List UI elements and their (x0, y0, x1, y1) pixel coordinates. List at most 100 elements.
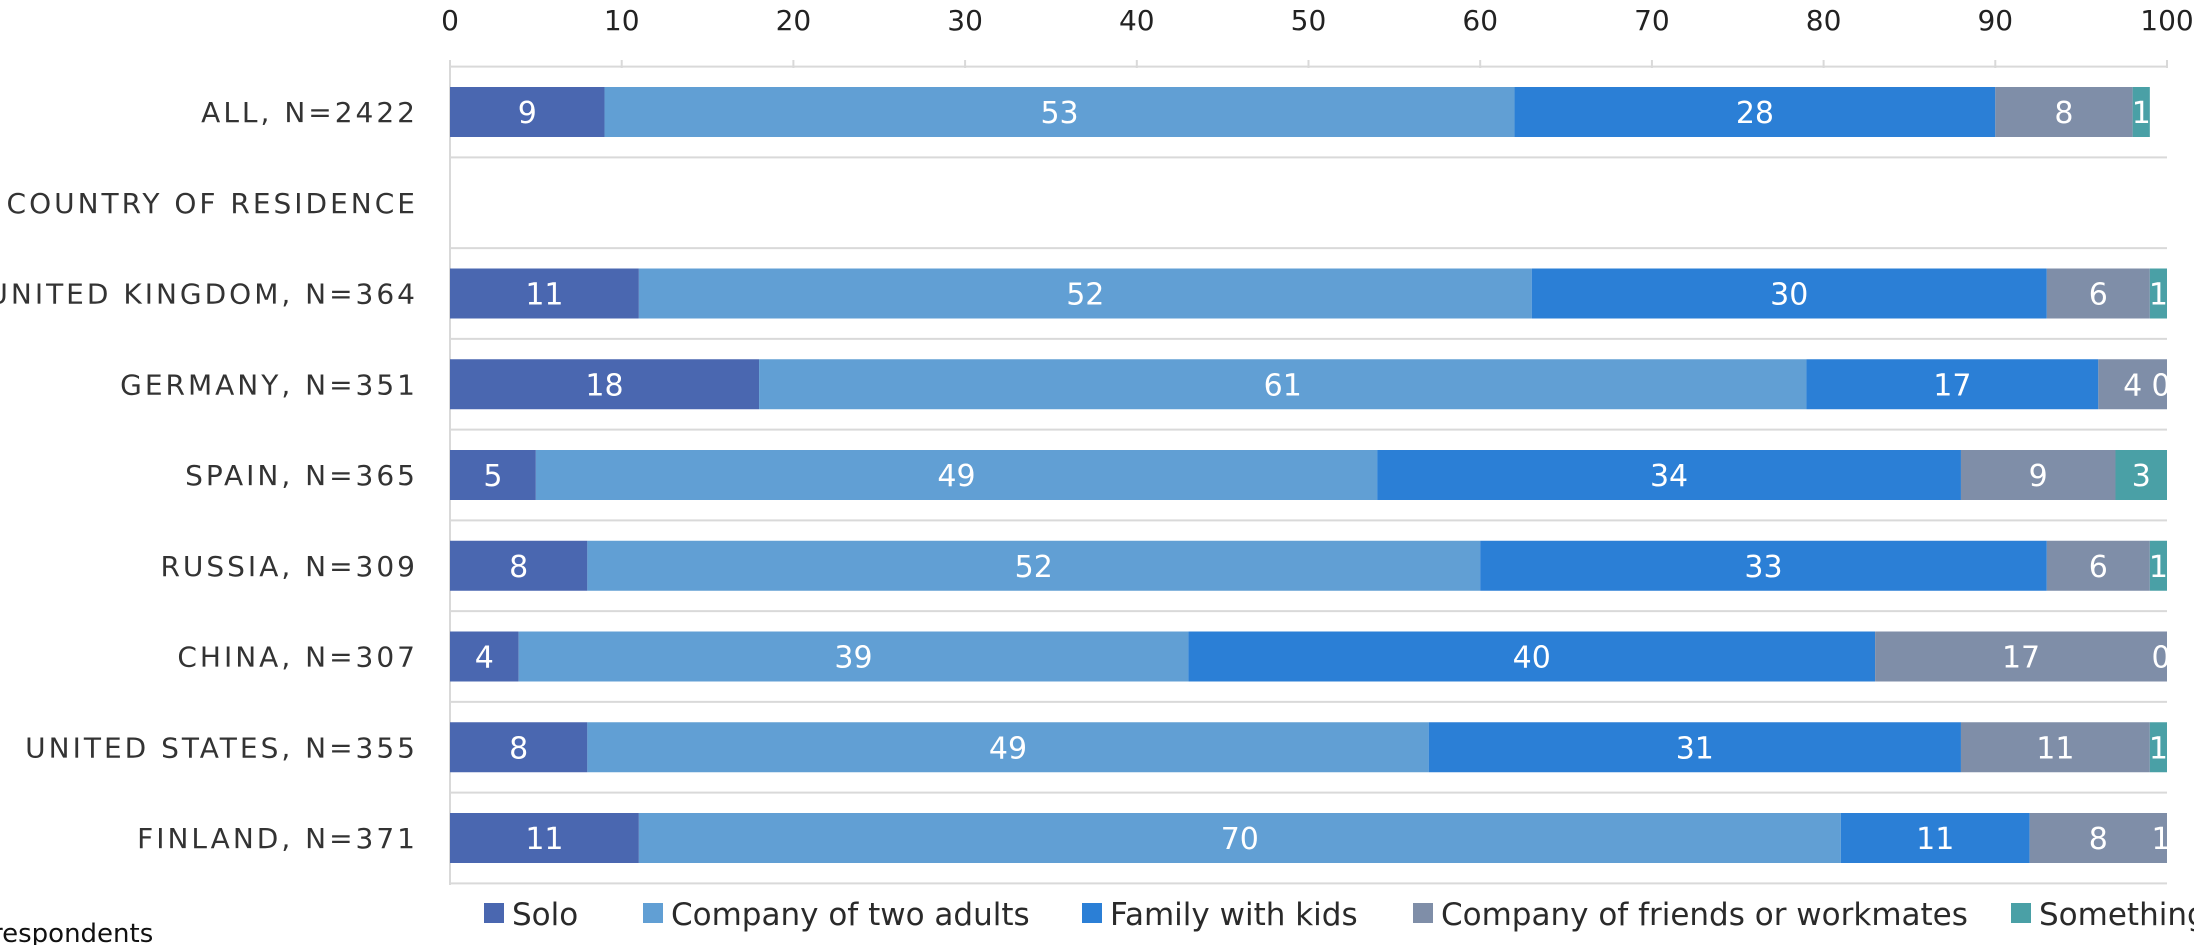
legend-label: Something (2039, 897, 2194, 933)
data-label: 6 (2089, 550, 2108, 585)
bar-segment (1531, 268, 2047, 319)
data-label: 8 (2089, 822, 2108, 857)
data-label: 1 (2149, 550, 2168, 585)
x-tick-label: 40 (1119, 4, 1155, 37)
data-label: 6 (2089, 278, 2108, 313)
data-label: 1 (2149, 731, 2168, 766)
data-label: 11 (525, 822, 563, 857)
data-label: 1 (2149, 278, 2168, 313)
data-label: 11 (1916, 822, 1954, 857)
bar-segment (450, 359, 760, 410)
data-label: 70 (1221, 822, 1259, 857)
data-label: 9 (2029, 459, 2048, 494)
bar-segment (2046, 268, 2150, 319)
data-label: 49 (937, 459, 975, 494)
data-label: 39 (834, 641, 872, 676)
bar-segment (2149, 722, 2167, 773)
x-axis: 0 10 20 30 40 50 60 70 80 90 100 (441, 4, 2194, 68)
data-label: 8 (509, 731, 528, 766)
data-label: 17 (2002, 641, 2040, 676)
bar-segment (450, 540, 588, 591)
bar-segment (2115, 450, 2167, 500)
data-label: 8 (2054, 96, 2073, 131)
legend-swatch (643, 903, 663, 923)
category-label: FINLAND, N=371 (137, 822, 418, 855)
bar-segment (2132, 87, 2150, 137)
data-label: 31 (1676, 731, 1714, 766)
legend-label: Company of friends or workmates (1441, 897, 1968, 933)
legend-item: Something (2011, 897, 2194, 933)
category-label: ALL, N=2422 (201, 96, 418, 129)
data-label: 52 (1066, 278, 1104, 313)
bar-segment (1188, 631, 1876, 682)
x-tick-label: 80 (1806, 4, 1842, 37)
bar-segment (450, 813, 639, 863)
data-label: 17 (1933, 368, 1971, 403)
bar-segment (2046, 540, 2150, 591)
footnote: respondents (0, 919, 153, 945)
data-label: 0 (2151, 641, 2170, 676)
legend-item: Solo (484, 897, 578, 933)
data-label: 40 (1513, 641, 1551, 676)
data-label: 1 (2151, 822, 2170, 857)
bar-segment (535, 450, 1378, 500)
bar-segment (450, 268, 639, 319)
legend-swatch (1413, 903, 1433, 923)
x-tick-label: 10 (604, 4, 640, 37)
legend-label: Company of two adults (671, 897, 1030, 933)
category-label: UNITED STATES, N=355 (25, 731, 418, 764)
legend-label: Solo (512, 897, 578, 933)
category-label: COUNTRY OF RESIDENCE (7, 187, 418, 220)
bar-segment (1480, 540, 2047, 591)
data-label: 4 (2123, 368, 2142, 403)
legend-swatch (2011, 903, 2031, 923)
bar-segment (1960, 450, 2116, 500)
data-label: 52 (1015, 550, 1053, 585)
bar-segment (587, 722, 1429, 773)
bar-segment (2149, 540, 2167, 591)
data-label: 9 (518, 96, 537, 131)
bar-segment (1514, 87, 1996, 137)
bar-segment (638, 813, 1841, 863)
data-label: 53 (1040, 96, 1078, 131)
bar-segment (1995, 87, 2133, 137)
data-label: 8 (509, 550, 528, 585)
bar-segment (450, 87, 605, 137)
bar-segment (2098, 359, 2167, 410)
x-tick-label: 20 (776, 4, 812, 37)
data-label: 11 (525, 278, 563, 313)
bar-segment (2029, 813, 2167, 863)
bar-segment (638, 268, 1532, 319)
legend-swatch (1082, 903, 1102, 923)
bar-segment (450, 722, 588, 773)
category-label: CHINA, N=307 (177, 641, 418, 674)
category-label: RUSSIA, N=309 (160, 550, 418, 583)
data-label: 4 (475, 641, 494, 676)
bar-segment (1960, 722, 2150, 773)
data-label: 0 (2151, 368, 2170, 403)
grid (449, 60, 2167, 885)
bar-segment (604, 87, 1515, 137)
category-label: GERMANY, N=351 (120, 368, 418, 401)
x-tick-label: 0 (441, 4, 459, 37)
data-label: 5 (483, 459, 502, 494)
x-tick-label: 70 (1634, 4, 1670, 37)
data-label: 61 (1264, 368, 1302, 403)
x-tick-label: 30 (947, 4, 983, 37)
category-label: UNITED KINGDOM, N=364 (0, 278, 418, 311)
data-label: 49 (989, 731, 1027, 766)
data-label: 3 (2132, 459, 2151, 494)
legend-item: Company of two adults (643, 897, 1030, 933)
data-label: 28 (1736, 96, 1774, 131)
bar-segment (2149, 268, 2167, 319)
data-label: 30 (1770, 278, 1808, 313)
data-label: 1 (2132, 96, 2151, 131)
bar-segment (1840, 813, 2030, 863)
bar-segment (1875, 631, 2167, 682)
bar-segment (518, 631, 1189, 682)
legend-item: Company of friends or workmates (1413, 897, 1968, 933)
data-label: 18 (585, 368, 623, 403)
legend: Solo Company of two adults Family with kid… (484, 897, 2194, 933)
